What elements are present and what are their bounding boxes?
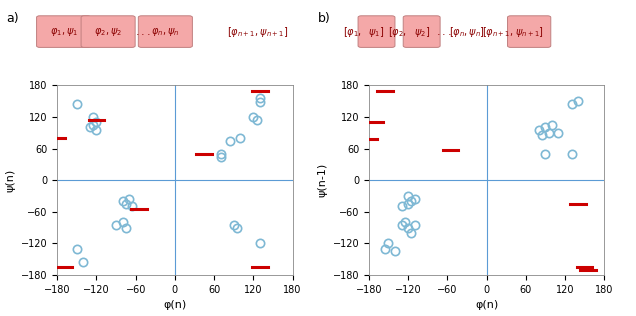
Text: $\varphi_1,\psi_1$: $\varphi_1,\psi_1$ <box>50 26 78 38</box>
Text: $\psi_1]$: $\psi_1]$ <box>368 25 385 39</box>
Text: $\psi_2]$: $\psi_2]$ <box>413 25 430 39</box>
Text: a): a) <box>6 12 19 26</box>
Text: $[\varphi_{n+1},\psi_{n+1}]$: $[\varphi_{n+1},\psi_{n+1}]$ <box>227 25 288 39</box>
Y-axis label: ψ(n-1): ψ(n-1) <box>317 163 327 197</box>
X-axis label: φ(n): φ(n) <box>163 300 186 310</box>
Text: $[\varphi_2,$: $[\varphi_2,$ <box>388 25 407 39</box>
Text: b): b) <box>318 12 331 26</box>
X-axis label: φ(n): φ(n) <box>475 300 498 310</box>
Text: $\psi_{n+1}]$: $\psi_{n+1}]$ <box>515 25 544 39</box>
Text: $[\varphi_1,$: $[\varphi_1,$ <box>343 25 363 39</box>
Text: $\varphi_2,\psi_2$: $\varphi_2,\psi_2$ <box>94 26 122 38</box>
Text: $...$: $...$ <box>436 27 452 37</box>
Text: $...$: $...$ <box>135 27 151 37</box>
Text: $[\varphi_{n+1},$: $[\varphi_{n+1},$ <box>482 25 514 39</box>
Text: $\varphi_n,\psi_n$: $\varphi_n,\psi_n$ <box>151 26 179 38</box>
Text: $[\varphi_n,\psi_n]$: $[\varphi_n,\psi_n]$ <box>450 25 485 39</box>
Y-axis label: ψ(n): ψ(n) <box>5 168 15 192</box>
